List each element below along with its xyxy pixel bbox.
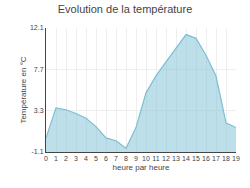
svg-text:4: 4 bbox=[84, 155, 88, 162]
svg-text:19: 19 bbox=[232, 155, 240, 162]
svg-text:Température en °C: Température en °C bbox=[19, 56, 28, 123]
svg-text:0: 0 bbox=[44, 155, 48, 162]
svg-text:9: 9 bbox=[134, 155, 138, 162]
svg-text:17: 17 bbox=[212, 155, 220, 162]
svg-text:13: 13 bbox=[172, 155, 180, 162]
svg-text:7: 7 bbox=[114, 155, 118, 162]
svg-text:16: 16 bbox=[202, 155, 210, 162]
svg-text:heure par heure: heure par heure bbox=[113, 163, 170, 172]
svg-text:14: 14 bbox=[182, 155, 190, 162]
svg-text:-1.1: -1.1 bbox=[32, 148, 44, 155]
svg-text:5: 5 bbox=[94, 155, 98, 162]
svg-text:10: 10 bbox=[142, 155, 150, 162]
svg-text:15: 15 bbox=[192, 155, 200, 162]
svg-text:11: 11 bbox=[152, 155, 159, 162]
svg-text:8: 8 bbox=[124, 155, 128, 162]
svg-text:1: 1 bbox=[54, 155, 58, 162]
svg-text:12.1: 12.1 bbox=[30, 24, 44, 31]
svg-text:7.7: 7.7 bbox=[34, 66, 44, 73]
svg-text:6: 6 bbox=[104, 155, 108, 162]
svg-text:18: 18 bbox=[222, 155, 230, 162]
svg-text:Evolution de la température: Evolution de la température bbox=[58, 3, 193, 15]
svg-text:3.3: 3.3 bbox=[34, 107, 44, 114]
svg-text:3: 3 bbox=[74, 155, 78, 162]
svg-text:12: 12 bbox=[162, 155, 170, 162]
svg-text:2: 2 bbox=[64, 155, 68, 162]
